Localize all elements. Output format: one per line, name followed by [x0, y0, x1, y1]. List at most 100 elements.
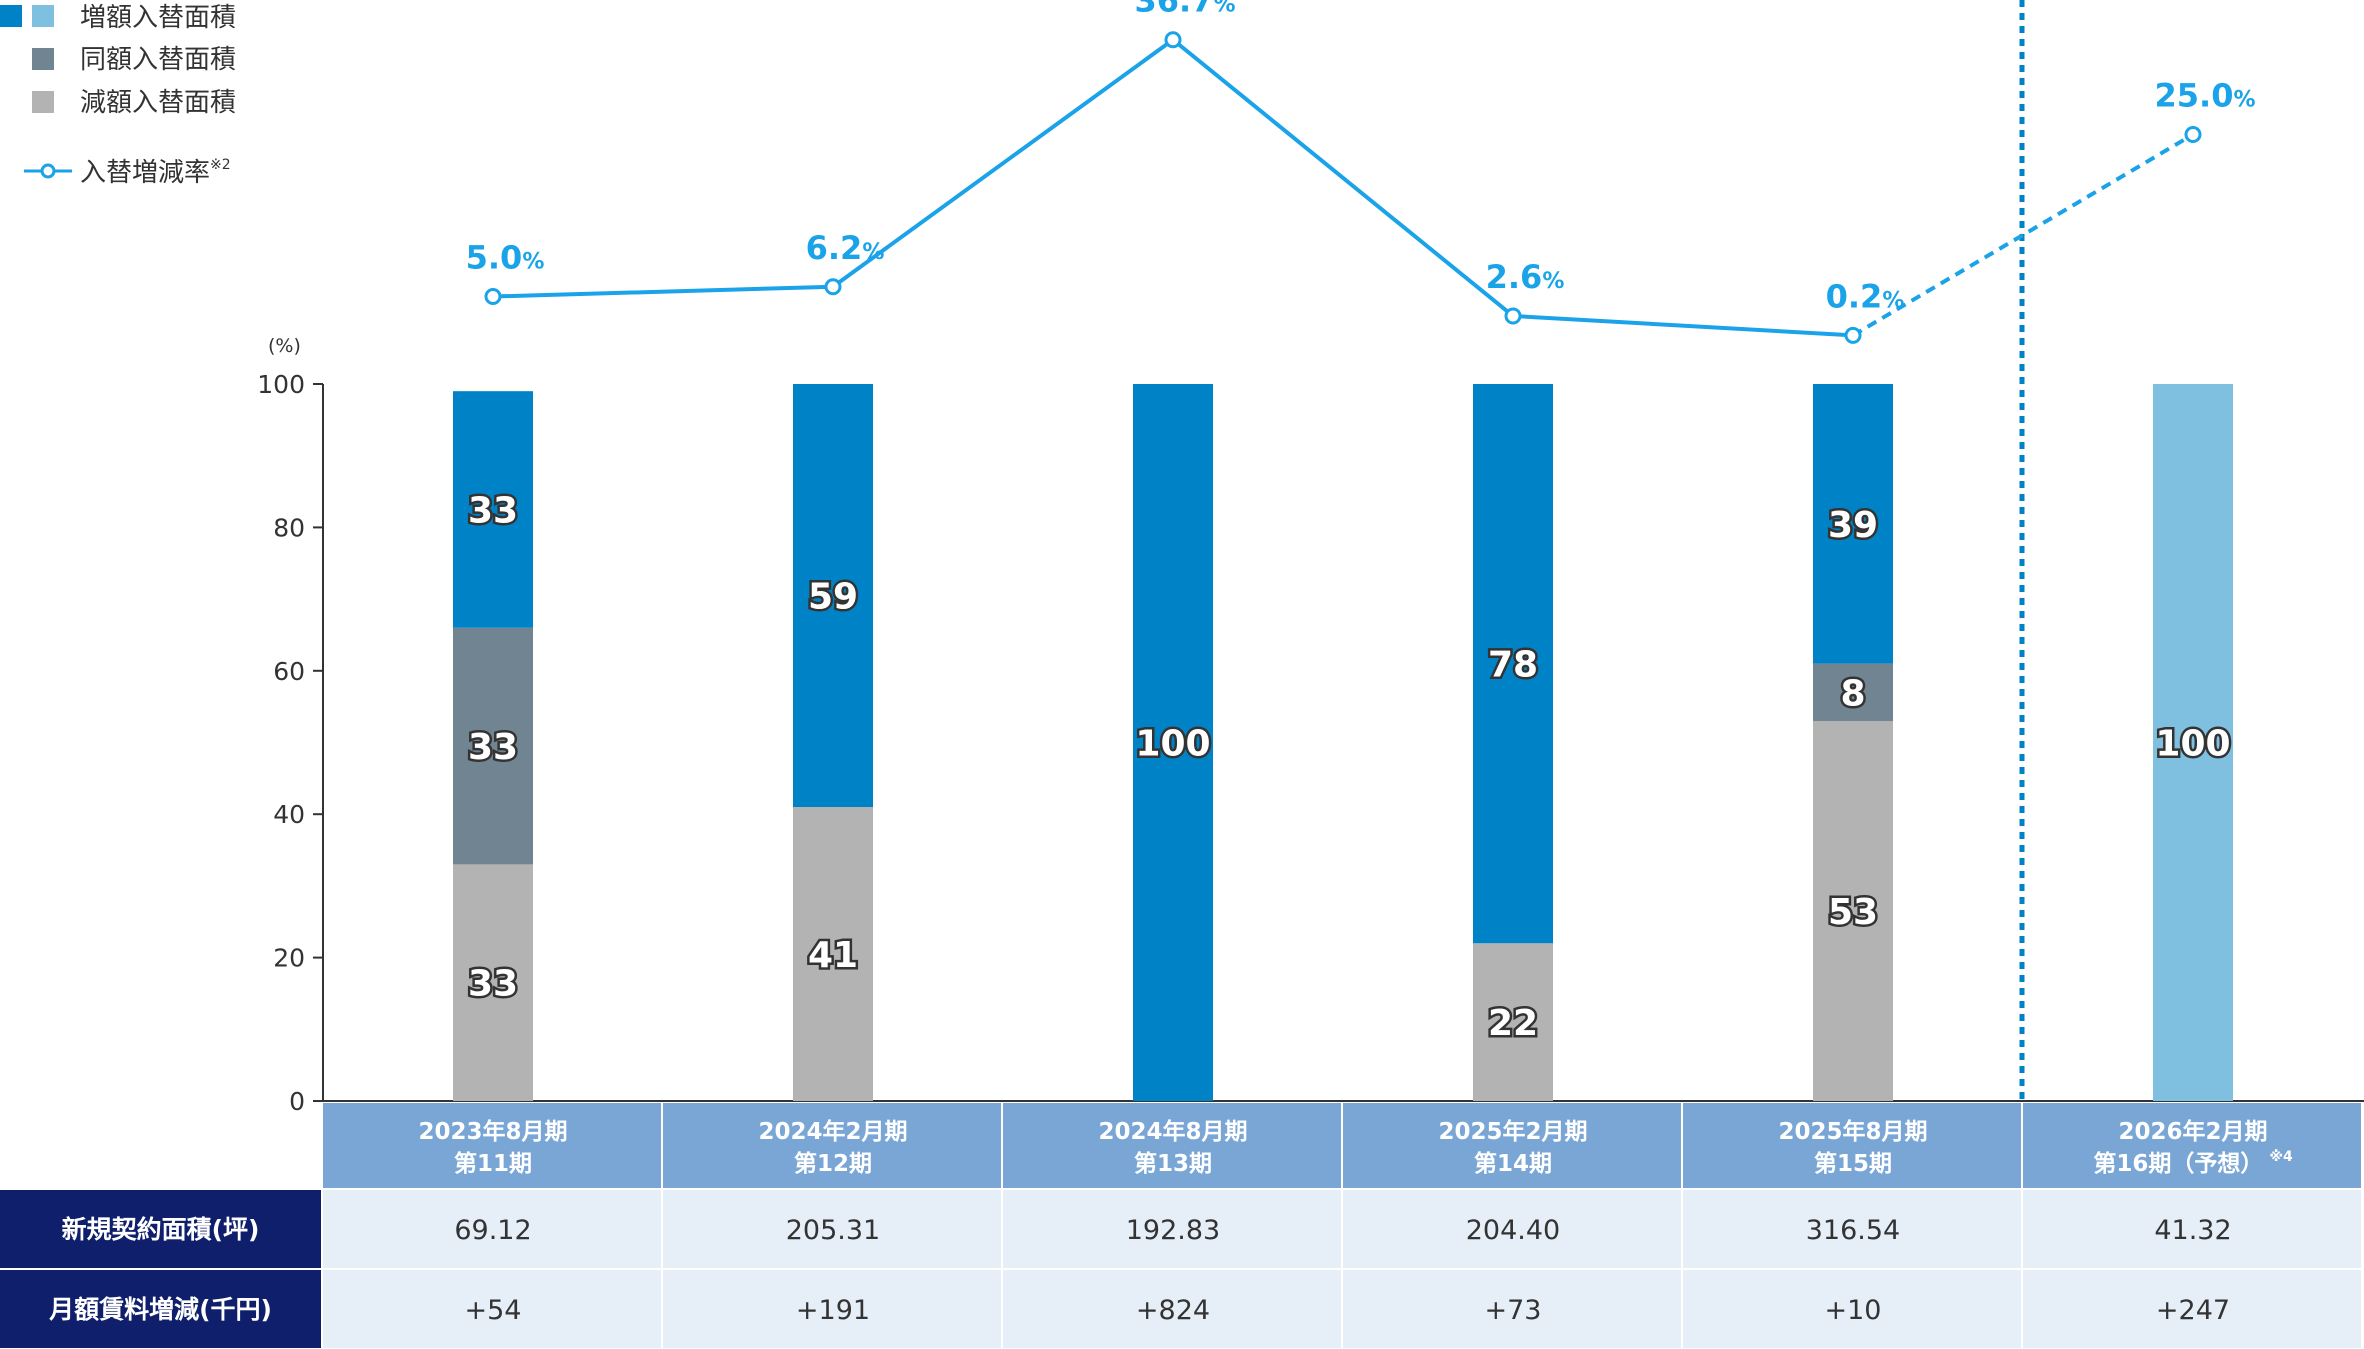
- table-cell: [1343, 1190, 1681, 1268]
- legend-rate-note: ※2: [210, 157, 231, 173]
- table-cell-value: +73: [1485, 1295, 1542, 1326]
- period-header-cell: [1683, 1103, 2021, 1188]
- period-label-1: 2024年8月期: [1098, 1118, 1247, 1145]
- rate-label: 25.0%: [2155, 77, 2256, 115]
- bar-segment-decrease: [453, 864, 533, 1101]
- bar-label-increase: 59: [808, 577, 858, 618]
- table-cell: [2023, 1270, 2361, 1348]
- bar-segment-increase: [793, 384, 873, 808]
- period-header-cell: [2023, 1103, 2361, 1188]
- rate-point: [2184, 126, 2202, 143]
- row-header-label: 新規契約面積(坪): [62, 1215, 260, 1244]
- rate-point: [1844, 326, 1862, 344]
- table-cell-value: 192.83: [1126, 1215, 1220, 1246]
- rate-line-forecast: [1851, 132, 2195, 338]
- rate-label: 36.7%: [1135, 0, 1236, 20]
- period-label-2-text: 第14期: [1474, 1150, 1552, 1177]
- period-label-1: 2023年8月期: [418, 1118, 567, 1145]
- period-label-2: 第12期: [794, 1150, 872, 1177]
- bar-label-decrease: 41: [808, 935, 858, 976]
- rate-point: [824, 278, 842, 296]
- y-tick-label: 0: [289, 1087, 305, 1116]
- y-tick-label: 100: [257, 370, 305, 399]
- bar-segment-increase: [1133, 384, 1213, 1101]
- rate-value: 2.6: [1486, 258, 1543, 296]
- period-label-1: 2025年2月期: [1438, 1118, 1587, 1145]
- bar-segment-increase: [1813, 384, 1893, 664]
- legend-swatch-increase-dark: [0, 5, 22, 27]
- period-label-2-text: 第12期: [794, 1150, 872, 1177]
- table-cell: [323, 1190, 661, 1268]
- rate-line-actual: [492, 37, 1854, 338]
- period-label-2: 第11期: [454, 1150, 532, 1177]
- table-cell: [1003, 1270, 1341, 1348]
- legend-swatch-same: [32, 48, 54, 70]
- rate-value: 0.2: [1826, 277, 1883, 315]
- bar-segment-decrease: [1473, 943, 1553, 1101]
- bar-segment-increase: [453, 391, 533, 628]
- table-cell: [1683, 1190, 2021, 1268]
- row-header-cell: [0, 1190, 321, 1268]
- y-tick-label: 40: [273, 800, 305, 829]
- bar-label-increase: 33: [468, 490, 518, 531]
- table-cell: [1003, 1190, 1341, 1268]
- rate-label: 6.2%: [806, 229, 885, 267]
- table-cell-value: +191: [796, 1295, 870, 1326]
- period-label-2: 第13期: [1134, 1150, 1212, 1177]
- period-label-2-text: 第16期（予想）: [2093, 1150, 2263, 1177]
- rate-line: 5.0% 6.2%36.7%2.6% 0.2%25.0%: [466, 0, 2256, 344]
- row-header-label: 月額賃料増減(千円): [48, 1295, 272, 1324]
- bar-label-decrease: 22: [1488, 1003, 1538, 1044]
- period-header-cell: [323, 1103, 661, 1188]
- rate-value: 36.7: [1135, 0, 1214, 20]
- row-header-cell: [0, 1270, 321, 1348]
- bar-label-same: 8: [1840, 673, 1865, 714]
- bar-label-increase: 100: [1135, 724, 1210, 765]
- bar-segment-decrease: [1813, 720, 1893, 1101]
- table-cell: [323, 1270, 661, 1348]
- period-header-cell: [1003, 1103, 1341, 1188]
- bar-label-decrease: 33: [468, 964, 518, 1005]
- rate-unit: %: [2233, 88, 2255, 113]
- rate-point: [1504, 307, 1522, 325]
- table-cell: [1343, 1270, 1681, 1348]
- bar-segment-increase: [2153, 384, 2233, 1101]
- bar-segment-increase: [1473, 384, 1553, 944]
- table-cell: [2023, 1190, 2361, 1268]
- y-tick-label: 60: [273, 657, 305, 686]
- bar-label-same: 33: [468, 727, 518, 768]
- table-cell-value: +54: [465, 1295, 522, 1326]
- bar-segment-same: [1813, 663, 1893, 721]
- y-axis-unit: (%): [268, 335, 301, 357]
- legend-swatch-decrease: [32, 91, 54, 113]
- y-tick-label: 20: [273, 944, 305, 973]
- rate-unit: %: [522, 250, 544, 275]
- period-label-2-text: 第11期: [454, 1150, 532, 1177]
- table-cell-value: 69.12: [454, 1215, 531, 1246]
- table-cell-value: 204.40: [1466, 1215, 1560, 1246]
- period-label-2-text: 第15期: [1814, 1150, 1892, 1177]
- period-label-1: 2025年8月期: [1778, 1118, 1927, 1145]
- bars: 33 33 33 41 59 100 22 78 53 8 39 100: [453, 384, 2233, 1101]
- rate-label: 5.0%: [466, 239, 545, 277]
- legend-marker-rate: [40, 163, 56, 179]
- rate-label: 0.2%: [1826, 277, 1905, 315]
- rate-unit: %: [1542, 269, 1564, 294]
- period-header-cell: [663, 1103, 1001, 1188]
- y-tick-label: 80: [273, 513, 305, 542]
- table-cell-value: +10: [1825, 1295, 1882, 1326]
- bar-label-increase: 39: [1828, 505, 1878, 546]
- period-label-2: 第16期（予想） ※4: [2093, 1149, 2293, 1177]
- bar-label-decrease: 53: [1828, 892, 1878, 933]
- table-cell-value: 316.54: [1806, 1215, 1900, 1246]
- period-label-1: 2024年2月期: [758, 1118, 907, 1145]
- rate-point: [1164, 31, 1182, 49]
- period-header-cell: [1343, 1103, 1681, 1188]
- rate-unit: %: [1882, 288, 1904, 313]
- table-cell: [663, 1270, 1001, 1348]
- period-label-2: 第15期: [1814, 1150, 1892, 1177]
- period-note: ※4: [2269, 1149, 2293, 1165]
- rate-unit: %: [862, 240, 884, 265]
